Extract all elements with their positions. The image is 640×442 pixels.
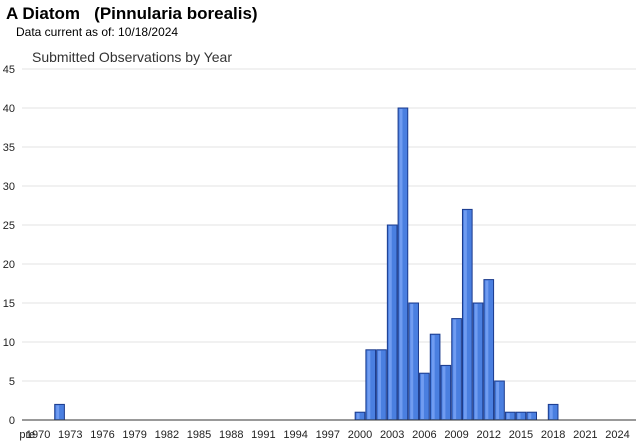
x-tick-label: 1979 [122, 429, 146, 441]
bar-highlight [528, 413, 532, 419]
x-tick-label: 2021 [573, 429, 597, 441]
bar-highlight [517, 413, 521, 419]
bar-2011 [472, 302, 484, 421]
bar-2018 [547, 403, 559, 421]
x-tick-label: 2000 [348, 429, 372, 441]
bar-highlight [453, 319, 457, 419]
bar-1972 [54, 403, 65, 421]
bar-2000 [354, 411, 366, 421]
bar-2009 [451, 318, 462, 421]
bar-highlight [506, 413, 510, 419]
x-tick-label: 2018 [541, 429, 565, 441]
y-tick-label: 10 [3, 337, 15, 349]
bar-highlight [410, 304, 414, 419]
bar-highlight [421, 374, 424, 419]
bar-highlight [56, 405, 60, 419]
x-tick-label: 1994 [283, 429, 307, 441]
bar-highlight [474, 304, 478, 419]
y-tick-label: 45 [3, 64, 15, 76]
x-tick-label: 2006 [412, 429, 436, 441]
bar-highlight [378, 350, 382, 419]
bar-highlight [485, 280, 489, 419]
x-tick-label: 1976 [90, 429, 114, 441]
bar-highlight [431, 335, 435, 419]
bar-highlight [399, 109, 403, 419]
bar-2013 [494, 380, 505, 421]
y-tick-label: 35 [3, 142, 15, 154]
bar-2014 [504, 411, 516, 421]
bar-2010 [461, 208, 473, 421]
bar-highlight [367, 350, 371, 419]
x-tick-label: 1970 [26, 429, 50, 441]
x-tick-label: 2009 [444, 429, 468, 441]
x-tick-label: 2003 [380, 429, 404, 441]
y-tick-label: 40 [3, 103, 15, 115]
y-tick-label: 30 [3, 181, 15, 193]
bar-2001 [365, 349, 377, 421]
x-tick-label: 2024 [605, 429, 629, 441]
bar-highlight [388, 226, 392, 419]
bar-2004 [397, 107, 409, 421]
y-tick-label: 15 [3, 298, 15, 310]
data-current-date: Data current as of: 10/18/2024 [16, 25, 179, 39]
bar-2008 [440, 364, 452, 421]
y-tick-label: 0 [9, 415, 15, 427]
x-tick-label: 1991 [251, 429, 275, 441]
x-tick-label: 1982 [155, 429, 179, 441]
bar-2012 [483, 279, 495, 421]
bar-2007 [429, 333, 441, 421]
x-tick-label: 1988 [219, 429, 243, 441]
bar-2002 [376, 349, 387, 421]
chart-title: Submitted Observations by Year [32, 49, 232, 65]
bar-highlight [463, 210, 467, 419]
bar-2003 [386, 224, 398, 421]
y-tick-label: 20 [3, 259, 15, 271]
y-tick-label: 5 [9, 376, 15, 388]
x-tick-label: 1997 [316, 429, 340, 441]
bar-2015 [515, 411, 527, 421]
bar-highlight [549, 405, 553, 419]
x-tick-label: 1973 [58, 429, 82, 441]
bar-highlight [496, 382, 500, 419]
bar-highlight [442, 366, 446, 419]
bar-highlight [356, 413, 360, 419]
bar-2016 [526, 411, 538, 421]
x-tick-label: 2012 [477, 429, 501, 441]
bar-2005 [408, 302, 419, 421]
species-title: A Diatom (Pinnularia borealis) [6, 4, 258, 23]
x-tick-label: pre [19, 429, 35, 441]
x-tick-label: 1985 [187, 429, 211, 441]
y-tick-label: 25 [3, 220, 15, 232]
bar-2006 [419, 372, 430, 421]
x-tick-label: 2015 [509, 429, 533, 441]
